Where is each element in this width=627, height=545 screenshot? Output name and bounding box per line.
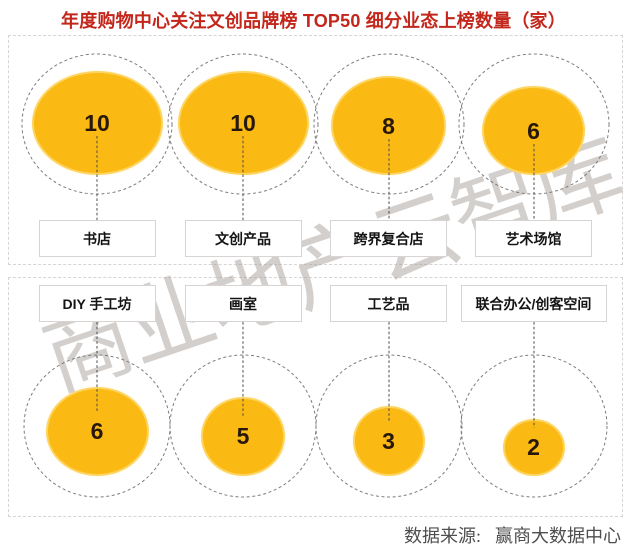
category-ring xyxy=(315,354,462,497)
connector-line xyxy=(388,138,389,221)
category-label: 联合办公/创客空间 xyxy=(460,285,607,322)
value-label: 10 xyxy=(230,110,256,136)
category-label: 书店 xyxy=(38,220,156,257)
value-label: 10 xyxy=(84,110,110,136)
connector-line xyxy=(242,322,244,417)
data-source-label: 数据来源: xyxy=(403,526,481,545)
value-label: 8 xyxy=(382,112,395,139)
data-source: 数据来源: 赢商大数据中心 xyxy=(404,522,621,545)
connector-line xyxy=(96,322,98,412)
panel-top-businesses xyxy=(8,35,623,265)
connector-line xyxy=(242,136,244,221)
connector-line xyxy=(533,322,534,428)
category-label: 文创产品 xyxy=(184,220,302,257)
category-label: 工艺品 xyxy=(330,285,447,322)
value-bubble xyxy=(333,78,444,173)
category-ring xyxy=(313,53,464,195)
value-label: 6 xyxy=(90,418,104,444)
category-label: 跨界复合店 xyxy=(330,220,447,257)
category-ring xyxy=(460,354,607,497)
value-label: 3 xyxy=(382,427,395,454)
panel-bottom-businesses xyxy=(8,277,623,517)
category-label: DIY 手工坊 xyxy=(38,285,156,322)
value-label: 5 xyxy=(236,423,250,449)
page-title: 年度购物中心关注文创品牌榜 TOP50 细分业态上榜数量（家） xyxy=(61,11,566,31)
category-label: 画室 xyxy=(184,285,302,322)
data-source-name: 赢商大数据中心 xyxy=(495,526,621,545)
category-label: 艺术场馆 xyxy=(475,220,592,257)
value-label: 2 xyxy=(527,434,540,460)
value-bubble xyxy=(504,420,563,474)
value-label: 6 xyxy=(527,117,540,144)
connector-line xyxy=(388,322,389,422)
value-bubble xyxy=(47,388,147,474)
connector-line xyxy=(533,143,534,221)
connector-line xyxy=(96,136,98,221)
